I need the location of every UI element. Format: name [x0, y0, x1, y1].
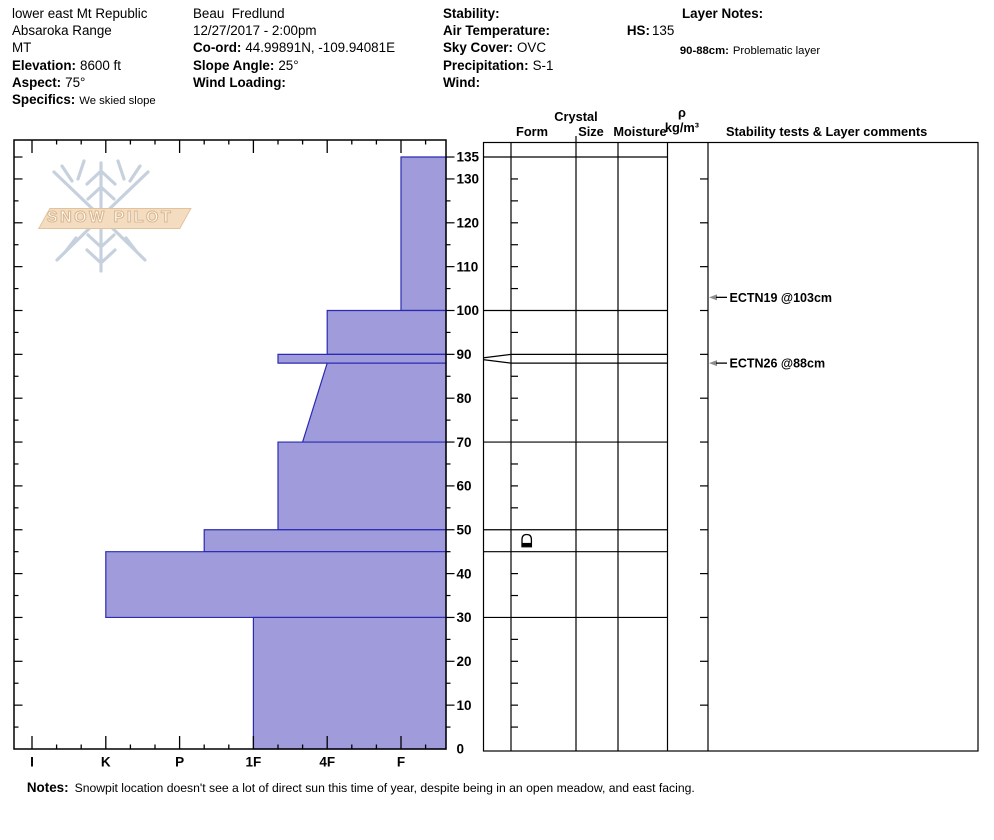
hardness-chart-border: [13, 139, 447, 750]
depth-axis-label: 100: [457, 303, 480, 318]
specifics-line: Specifics: We skied slope: [12, 92, 156, 108]
melt-freeze-crust-symbol-base: [522, 542, 532, 547]
aspect-line: Aspect: 75°: [12, 74, 86, 90]
col-header-moisture: Moisture: [613, 124, 667, 139]
hardness-axis-label: 4F: [319, 755, 335, 770]
hardness-axis-label: K: [101, 755, 111, 770]
col-header-density-symbol: ρ: [678, 105, 686, 120]
hardness-axis-label: F: [397, 755, 405, 770]
flagged-layer-wedge: [483, 359, 512, 364]
depth-axis-label: 40: [457, 566, 472, 581]
snow-layer-bar: [400, 156, 447, 312]
depth-axis-label: 110: [457, 259, 479, 274]
hardness-axis-label: P: [175, 755, 184, 770]
snow-layer-bar: [252, 616, 447, 750]
observer-name: Beau Fredlund: [193, 6, 285, 21]
range-name: Absaroka Range: [12, 23, 112, 39]
header-conditions-block: Stability: Air Temperature: Sky Cover: OV…: [443, 5, 553, 91]
depth-axis-label: 10: [457, 698, 472, 713]
depth-axis-label: 50: [457, 522, 472, 537]
ect-arrow-head: [709, 360, 717, 367]
depth-axis-label: 90: [457, 347, 472, 362]
depth-axis-label: 130: [457, 172, 480, 187]
notes-label: Notes:: [26, 780, 69, 795]
snowpilot-logo-text: SNOW PILOT: [46, 208, 174, 226]
layer-notes-title: Layer Notes:: [682, 6, 764, 21]
col-header-comments: Stability tests & Layer comments: [726, 124, 928, 139]
melt-freeze-crust-symbol: [521, 533, 533, 548]
depth-axis-label: 70: [457, 435, 472, 450]
hardness-axis-label: I: [30, 755, 34, 770]
snow-layer-bar: [277, 353, 447, 364]
profile-table-border: [482, 141, 979, 752]
depth-axis-label: 60: [457, 479, 472, 494]
depth-axis-label: 80: [457, 391, 472, 406]
pit-name: lower east Mt Republic: [12, 6, 148, 21]
hardness-axis-label: 1F: [246, 755, 262, 770]
col-header-density-unit: kg/m³: [664, 120, 700, 135]
header-observer-block: Beau Fredlund 12/27/2017 - 2:00pm Co-ord…: [193, 5, 395, 91]
wind-line: Wind:: [443, 74, 481, 90]
notes-text: Snowpit location doesn't see a lot of di…: [74, 781, 695, 795]
ect-test-label: ECTN19 @103cm: [730, 291, 833, 305]
air-temp-line: Air Temperature:: [443, 23, 550, 39]
stability-line: Stability:: [443, 6, 500, 21]
depth-axis-label: 20: [457, 654, 472, 669]
depth-axis-label: 120: [457, 216, 480, 231]
depth-axis-label: 135: [457, 150, 480, 165]
col-header-size: Size: [578, 124, 604, 139]
wind-loading-line: Wind Loading:: [193, 74, 286, 90]
ect-test-label: ECTN26 @88cm: [730, 357, 826, 371]
hs-line: HS: 135: [626, 23, 675, 39]
state-name: MT: [12, 40, 32, 56]
elevation-line: Elevation: 8600 ft: [12, 57, 121, 73]
snow-layer-bar: [277, 441, 447, 531]
col-header-form: Form: [516, 124, 548, 139]
snow-layer-bar: [203, 529, 447, 553]
depth-axis-label: 0: [457, 742, 465, 757]
flagged-layer-wedge: [483, 353, 512, 359]
ect-arrow-head: [709, 294, 717, 301]
observation-datetime: 12/27/2017 - 2:00pm: [193, 23, 317, 39]
snow-layer-bar: [105, 551, 447, 619]
precipitation-line: Precipitation: S-1: [443, 57, 554, 73]
col-header-crystal: Crystal: [554, 109, 598, 124]
coordinates-line: Co-ord: 44.99891N, -109.94081E: [193, 40, 395, 56]
layer-note-line: 90-88cm: Problematic layer: [679, 45, 821, 58]
snow-layer-bar: [301, 362, 447, 443]
notes-line: Notes: Snowpit location doesn't see a lot…: [12, 765, 695, 810]
header-location-block: lower east Mt Republic Absaroka Range MT…: [12, 5, 156, 110]
depth-axis-label: 30: [457, 610, 472, 625]
sky-cover-line: Sky Cover: OVC: [443, 40, 546, 56]
snowpilot-logo-banner: SNOW PILOT: [38, 208, 192, 229]
slope-angle-line: Slope Angle: 25°: [193, 57, 299, 73]
snow-layer-bar: [326, 309, 447, 355]
